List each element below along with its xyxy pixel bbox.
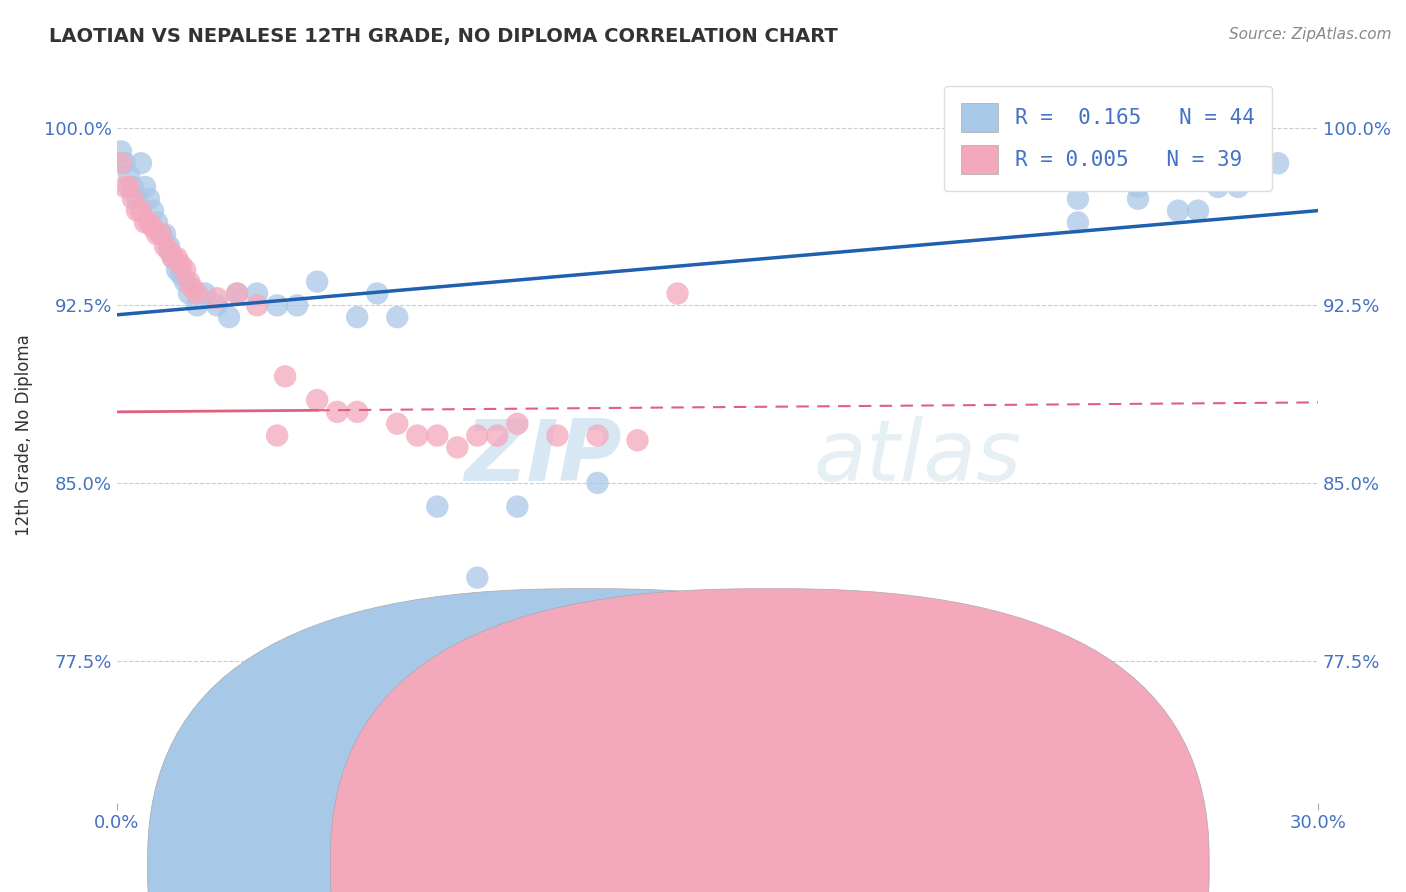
Point: [1167, 203, 1189, 218]
Point: [122, 192, 145, 206]
Point: [266, 428, 288, 442]
Point: [465, 428, 488, 442]
Point: [114, 180, 136, 194]
Point: [346, 405, 368, 419]
Point: [110, 156, 132, 170]
Point: [122, 180, 145, 194]
Point: [162, 251, 184, 265]
Point: [406, 428, 429, 442]
Point: [626, 434, 648, 448]
Point: [150, 227, 173, 242]
Point: [194, 286, 217, 301]
Point: [118, 180, 141, 194]
Point: [266, 298, 288, 312]
Text: Nepalese: Nepalese: [787, 861, 872, 879]
Point: [186, 298, 208, 312]
Point: [666, 286, 689, 301]
Point: [162, 251, 184, 265]
Point: [246, 298, 269, 312]
Point: [142, 220, 165, 235]
Point: [174, 275, 197, 289]
Point: [150, 227, 173, 242]
Point: [426, 428, 449, 442]
Point: [177, 275, 200, 289]
Point: [366, 286, 388, 301]
Point: [274, 369, 297, 384]
Text: LAOTIAN VS NEPALESE 12TH GRADE, NO DIPLOMA CORRELATION CHART: LAOTIAN VS NEPALESE 12TH GRADE, NO DIPLO…: [49, 27, 838, 45]
Point: [586, 475, 609, 490]
Point: [181, 282, 204, 296]
Point: [285, 298, 308, 312]
Point: [170, 268, 193, 282]
Point: [177, 286, 200, 301]
Point: [246, 286, 269, 301]
Point: [307, 275, 329, 289]
Legend: R =  0.165   N = 44, R = 0.005   N = 39: R = 0.165 N = 44, R = 0.005 N = 39: [945, 87, 1271, 191]
Point: [1267, 156, 1289, 170]
Point: [546, 428, 568, 442]
Point: [1227, 180, 1250, 194]
Text: ZIP: ZIP: [464, 416, 621, 500]
Point: [157, 244, 180, 258]
Point: [166, 251, 188, 265]
Text: Source: ZipAtlas.com: Source: ZipAtlas.com: [1229, 27, 1392, 42]
Point: [307, 392, 329, 407]
Point: [218, 310, 240, 325]
Point: [125, 192, 148, 206]
Point: [186, 286, 208, 301]
Point: [1206, 180, 1229, 194]
Point: [1147, 168, 1170, 182]
Point: [1067, 215, 1090, 229]
Point: [114, 156, 136, 170]
Y-axis label: 12th Grade, No Diploma: 12th Grade, No Diploma: [15, 334, 32, 536]
Point: [170, 258, 193, 272]
Point: [426, 500, 449, 514]
Text: Laotians: Laotians: [619, 861, 695, 879]
Point: [465, 571, 488, 585]
Point: [387, 417, 409, 431]
Point: [205, 298, 228, 312]
Point: [146, 227, 169, 242]
Point: [506, 500, 529, 514]
Point: [226, 286, 249, 301]
Point: [134, 180, 156, 194]
Point: [226, 286, 249, 301]
Point: [387, 310, 409, 325]
Point: [166, 262, 188, 277]
Point: [506, 417, 529, 431]
Point: [1126, 180, 1149, 194]
Point: [129, 203, 152, 218]
Point: [1126, 192, 1149, 206]
Point: [326, 405, 349, 419]
Point: [153, 227, 176, 242]
Point: [1187, 203, 1209, 218]
Point: [586, 428, 609, 442]
Point: [1067, 192, 1090, 206]
Point: [138, 192, 160, 206]
Point: [446, 441, 468, 455]
Point: [118, 168, 141, 182]
Point: [146, 215, 169, 229]
Point: [134, 215, 156, 229]
Point: [142, 203, 165, 218]
Point: [153, 239, 176, 253]
Point: [125, 203, 148, 218]
Point: [346, 310, 368, 325]
Point: [174, 262, 197, 277]
Point: [129, 156, 152, 170]
Point: [157, 239, 180, 253]
Point: [110, 145, 132, 159]
Point: [205, 291, 228, 305]
Point: [486, 428, 509, 442]
Point: [138, 215, 160, 229]
Text: atlas: atlas: [814, 416, 1022, 500]
